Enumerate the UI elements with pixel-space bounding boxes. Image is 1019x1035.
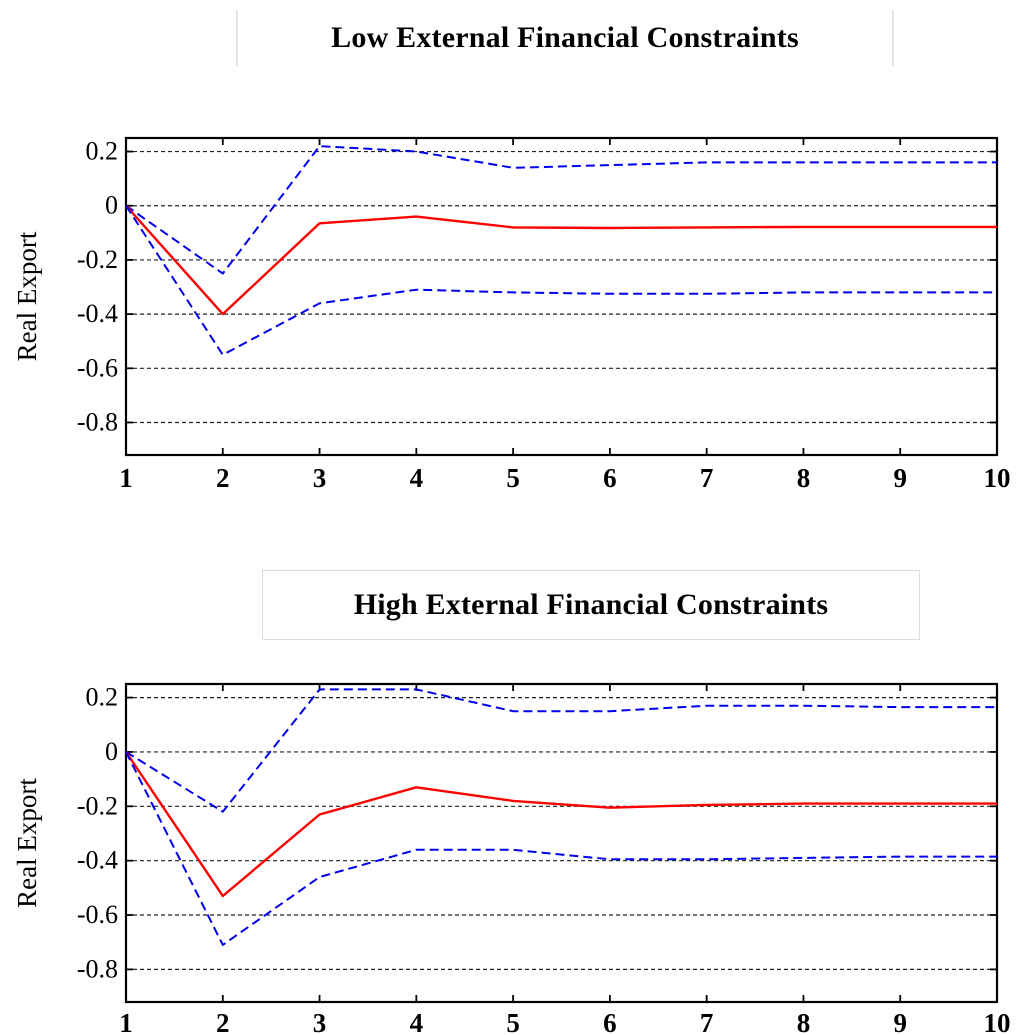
series-line-estimate — [125, 751, 997, 898]
x-tick-label: 10 — [984, 463, 1011, 493]
x-tick-label: 9 — [893, 463, 907, 493]
y-tick-label: -0.4 — [77, 846, 118, 875]
x-tick-label: 6 — [603, 463, 617, 493]
series-line-lower-band — [125, 751, 997, 946]
x-tick-label: 3 — [313, 463, 327, 493]
x-tick-label: 1 — [119, 1008, 133, 1035]
x-tick-label: 9 — [893, 1008, 907, 1035]
y-tick-label: 0 — [105, 191, 118, 220]
y-tick-label: 0 — [105, 737, 118, 766]
y-tick-label: -0.6 — [77, 900, 118, 929]
x-tick-label: 1 — [119, 463, 133, 493]
chart-title-high: High External Financial Constraints — [262, 570, 920, 640]
x-tick-label: 6 — [603, 1008, 617, 1035]
y-tick-label: -0.8 — [77, 407, 118, 436]
y-tick-label: -0.4 — [77, 299, 118, 328]
x-tick-label: 4 — [410, 463, 424, 493]
x-tick-label: 2 — [216, 1008, 230, 1035]
plot-area-frame — [124, 136, 999, 457]
x-tick-label: 5 — [506, 463, 520, 493]
x-tick-label: 4 — [410, 1008, 424, 1035]
x-tick-label: 8 — [797, 1008, 811, 1035]
x-tick-label: 10 — [984, 1008, 1011, 1035]
chart-panel-low: 0.2 0 -0.2 -0.4 -0.6 -0.81 2 3 4 5 6 7 8 9 10 Real Expo… — [12, 137, 1011, 493]
y-tick-label: -0.6 — [77, 353, 118, 382]
x-tick-label: 7 — [700, 463, 714, 493]
chart-title-low-text: Low External Financial Constraints — [331, 21, 799, 54]
series-line-upper-band — [125, 145, 997, 275]
series-line-lower-band — [125, 205, 997, 356]
x-tick-label: 8 — [797, 463, 811, 493]
x-tick-label: 3 — [313, 1008, 327, 1035]
chart-title-low: Low External Financial Constraints — [236, 10, 894, 66]
y-axis-label: Real Export — [12, 231, 42, 361]
y-tick-label: -0.2 — [77, 791, 118, 820]
y-tick-label: -0.8 — [77, 954, 118, 983]
chart-title-high-text: High External Financial Constraints — [353, 588, 829, 621]
y-axis-label: Real Export — [12, 778, 42, 908]
x-tick-label: 2 — [216, 463, 230, 493]
y-tick-label: 0.2 — [86, 137, 119, 166]
x-tick-label: 5 — [506, 1008, 520, 1035]
y-tick-label: -0.2 — [77, 245, 118, 274]
series-line-upper-band — [125, 688, 997, 813]
series-line-estimate — [125, 204, 997, 316]
chart-panel-high: 0.2 0 -0.2 -0.4 -0.6 -0.81 2 3 4 5 6 7 8 9 10 Real Expo… — [12, 683, 1011, 1035]
y-tick-label: 0.2 — [86, 683, 119, 712]
plot-area-frame — [124, 682, 999, 1004]
x-tick-label: 7 — [700, 1008, 714, 1035]
